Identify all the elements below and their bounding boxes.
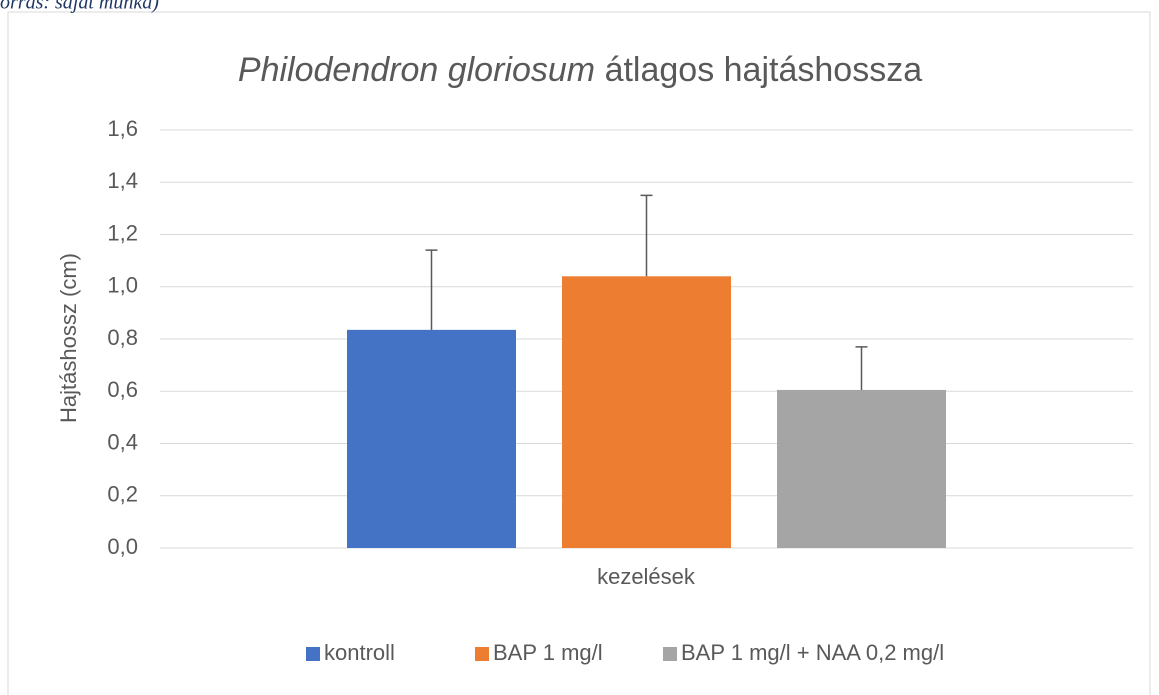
error-bar — [425, 249, 438, 330]
y-tick-label: 1,6 — [107, 116, 138, 141]
y-tick-label: 0,6 — [107, 377, 138, 402]
bar — [347, 329, 516, 548]
error-bar — [855, 346, 868, 390]
legend-label: BAP 1 mg/l + NAA 0,2 mg/l — [681, 640, 944, 665]
y-tick-label: 1,2 — [107, 220, 138, 245]
error-bar — [640, 194, 653, 277]
legend-swatch — [475, 647, 489, 661]
y-tick-label: 0,4 — [107, 429, 138, 454]
legend-swatch — [663, 647, 677, 661]
legend-swatch — [306, 647, 320, 661]
title-italic: Philodendron gloriosum — [238, 51, 595, 89]
y-tick-label: 1,0 — [107, 273, 138, 298]
bar — [777, 389, 946, 548]
x-axis-label: kezelések — [597, 564, 696, 589]
y-tick-label: 0,8 — [107, 325, 138, 350]
source-note: orrás: saját munka) — [0, 0, 159, 14]
bar — [562, 276, 731, 548]
y-tick-label: 1,4 — [107, 168, 138, 193]
y-tick-label: 0,0 — [107, 534, 138, 559]
chart-title: Philodendron gloriosum átlagos hajtáshos… — [238, 51, 922, 89]
y-tick-label: 0,2 — [107, 482, 138, 507]
title-rest: átlagos hajtáshossza — [605, 51, 923, 89]
legend-label: BAP 1 mg/l — [493, 640, 603, 665]
legend-label: kontroll — [324, 640, 395, 665]
y-axis-label: Hajtáshossz (cm) — [56, 253, 81, 423]
